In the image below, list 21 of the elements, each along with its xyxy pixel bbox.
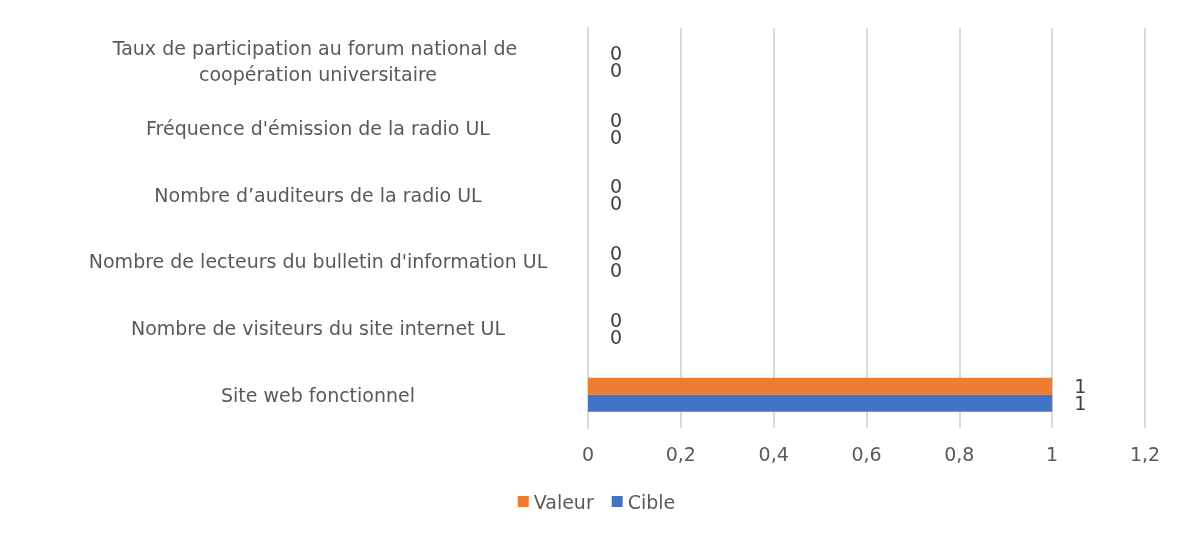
data-label: 0 — [610, 192, 623, 215]
x-tick-label: 0 — [581, 442, 595, 465]
y-tick-label: Nombre de visiteurs du site internet UL — [130, 317, 506, 339]
x-tick-label: 1,2 — [1129, 442, 1161, 465]
x-tick-label: 0,6 — [851, 442, 882, 465]
y-tick-label: Fréquence d'émission de la radio UL — [146, 117, 491, 139]
data-label: 1 — [1074, 392, 1087, 415]
y-tick-label: Nombre d’auditeurs de la radio UL — [154, 183, 483, 206]
data-label: 0 — [610, 308, 623, 331]
y-tick-label: Nombre de lecteurs du bulletin d'information UL — [88, 250, 548, 273]
legend-label: Cible — [627, 490, 676, 513]
data-label: 0 — [610, 41, 623, 64]
x-tick-label: 1 — [1046, 442, 1059, 465]
y-tick-label: Taux de participation au forum national de coopération universitaire — [111, 37, 524, 86]
x-tick-label: 0,8 — [944, 442, 975, 465]
data-label: 0 — [610, 241, 623, 264]
legend-label: Valeur — [533, 490, 594, 513]
data-label: 0 — [610, 108, 623, 131]
y-tick-label: Site web fonctionnel — [220, 383, 416, 406]
x-tick-label: 0,4 — [758, 442, 789, 465]
x-tick-label: 0,2 — [665, 442, 696, 465]
